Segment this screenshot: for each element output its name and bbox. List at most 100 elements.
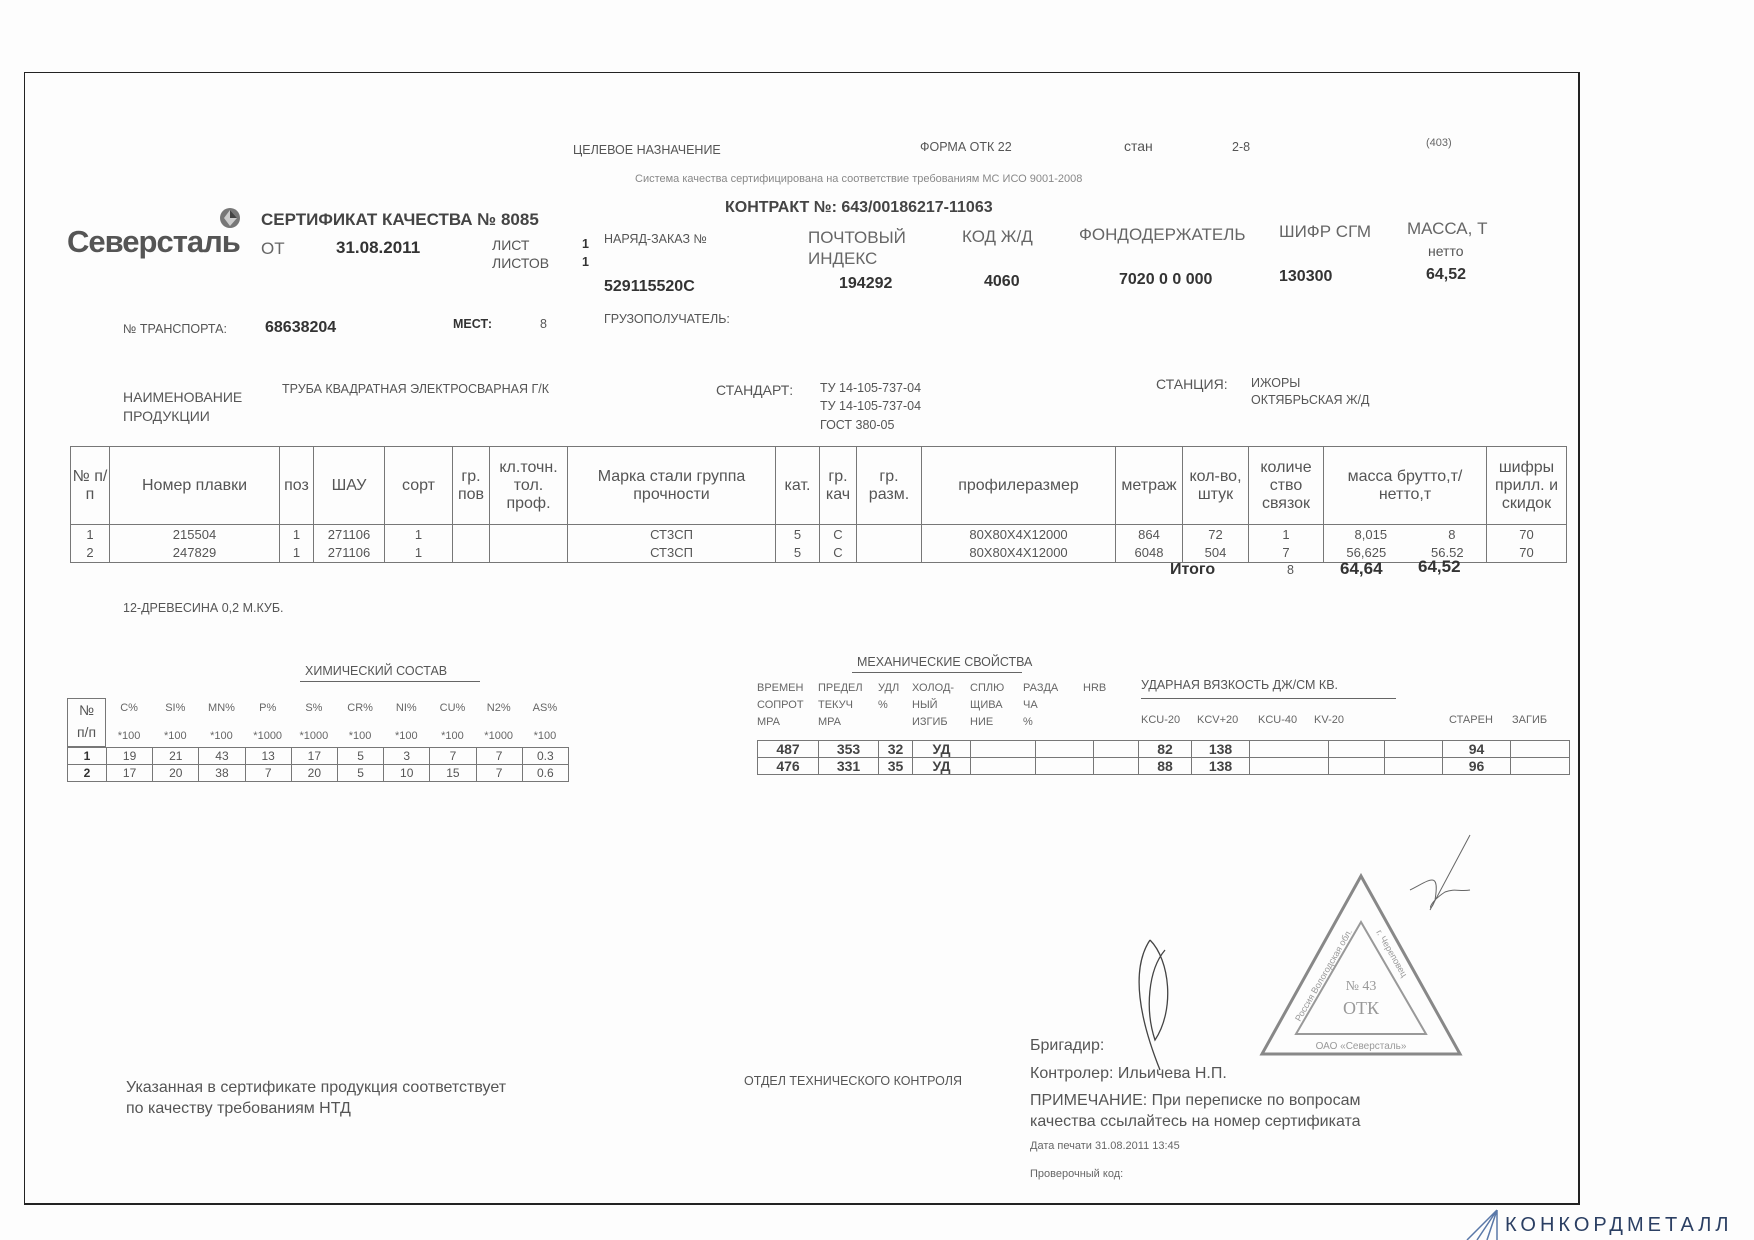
mech-cell [970,757,1036,775]
mech-column-header: СОПРОТ [757,699,804,711]
from-label: ОТ [261,239,285,258]
mech-cell: 353 [818,740,879,758]
mech-cell [1035,740,1094,758]
column-header: гр. разм. [856,446,922,525]
table-cell: 1 [384,543,453,563]
mech-cell [1249,757,1329,775]
mech-cell: 35 [878,757,913,775]
mech-column-header: СПЛЮ [970,682,1005,694]
chem-cell: 3 [383,747,431,765]
standard-2: ТУ 14-105-737-04 [820,399,922,413]
chem-cell: 0.3 [521,747,569,765]
column-header: кол-во, штук [1182,446,1249,525]
chem-element-header: NI% [395,702,417,714]
mech-cell: 88 [1138,757,1192,775]
table-cell: 864 [1115,524,1183,544]
chem-multiplier: *100 [394,730,418,742]
impact-header: KCU-20 KCV+20 KCU-40 KV-20 СТАРЕН ЗАГИБ [1141,714,1561,728]
aged-header: СТАРЕН [1449,714,1493,726]
column-header: метраж [1115,446,1183,525]
chem-cell: 7 [475,764,523,782]
print-date: Дата печати 31.08.2011 13:45 [1030,1140,1180,1152]
approval-signature [1409,834,1471,911]
chem-cell: 2 [67,764,107,782]
mech-column-header: MPA [757,716,781,728]
rail-code-label: КОД Ж/Д [962,227,1033,246]
table-cell [489,543,568,563]
mech-column-header: % [1023,716,1033,728]
chem-multiplier: *100 [441,730,464,742]
mech-cell [1328,757,1385,775]
table-cell: 6048 [1115,543,1183,563]
mass-sub-label: нетто [1428,243,1464,259]
sheet-value: 1 [582,237,589,251]
table-cell: С [819,524,857,544]
table-cell: 72 [1182,524,1249,544]
foreman-label: Бригадир: [1030,1037,1105,1054]
table-cell: 56,625 56.52 [1323,543,1487,563]
table-row: 2 247829 1 271106 1 СТ3СП 5 С 80X80X4X12000 6048 5… [70,543,1567,563]
table-row: 1 215504 1 271106 1 СТ3СП 5 С 80X80X4X12000 864 72… [70,524,1567,544]
table-cell: С [819,543,857,563]
station-2: ОКТЯБРЬСКАЯ Ж/Д [1251,393,1370,407]
postal-label-2: ИНДЕКС [808,249,878,268]
mech-column-header: НИЕ [970,716,994,728]
standard-1: ТУ 14-105-737-04 [820,381,922,395]
chem-cell: 20 [290,764,338,782]
transport-label: № ТРАНСПОРТА: [123,322,227,336]
mech-column-header: ИЗГИБ [912,716,948,728]
places-label: МЕСТ: [453,317,493,331]
table-cell: 2 [70,543,110,563]
table-cell: 7 [1248,543,1324,563]
total-label: Итого [1170,561,1216,578]
mech-row: 487 353 32 УД 82 138 94 [757,740,1570,758]
station-1: ИЖОРЫ [1251,376,1301,390]
mech-cell [1093,740,1139,758]
form-label: ФОРМА ОТК 22 [920,140,1012,154]
mech-title: МЕХАНИЧЕСКИЕ СВОЙСТВА [857,655,1033,669]
mech-cell [1035,757,1094,775]
column-header: Марка стали группа прочности [567,446,776,525]
table-cell: СТ3СП [567,543,776,563]
chem-multiplier: *100 [348,730,372,742]
table-cell: 1 [279,543,314,563]
konkordmetall-watermark: КОНКОРДМЕТАЛЛ [1505,1214,1733,1236]
impact-column-header: KCU-40 [1258,714,1298,726]
table-cell [452,543,490,563]
purpose-label: ЦЕЛЕВОЕ НАЗНАЧЕНИЕ [573,143,721,157]
impact-column-header: KCV+20 [1197,714,1239,726]
holder-label: ФОНДОДЕРЖАТЕЛЬ [1079,225,1246,244]
chem-cell: 17 [290,747,338,765]
column-header: ШАУ [313,446,385,525]
mass-value: 56,625 [1346,545,1387,561]
chem-multiplier: *100 [163,730,187,742]
mass-label: МАССА, Т [1407,219,1488,238]
table-cell: 1 [279,524,314,544]
column-header: масса брутто,т/нетто,т [1323,446,1487,525]
mass-value: 8,015 [1354,526,1388,542]
mech-column-header: НЫЙ [912,699,938,711]
chem-multiplier: *1000 [299,730,329,742]
stamp-number: № 43 [1346,979,1377,994]
column-header: шифры прилл. и скидок [1486,446,1567,525]
mech-column-header: MPA [818,716,842,728]
chem-cell: 21 [152,747,200,765]
document-frame [24,72,1580,1205]
chem-element-header: P% [259,702,277,714]
table-cell: 1 [70,524,110,544]
column-header: № п/п [70,446,110,525]
mech-column-header: ЩИВА [970,699,1003,711]
qc-department: ОТДЕЛ ТЕХНИЧЕСКОГО КОНТРОЛЯ [744,1074,962,1088]
stamp-company: ОАО «Северсталь» [1316,1041,1407,1052]
mech-column-header: ЧА [1023,699,1038,711]
mech-column-header: ВРЕМЕН [757,682,804,694]
impact-title: УДАРНАЯ ВЯЗКОСТЬ ДЖ/СМ КВ. [1141,678,1339,692]
bend-header: ЗАГИБ [1512,714,1548,726]
impact-column-header: KCU-20 [1141,714,1181,726]
chem-element-header: CU% [439,702,466,714]
otk-stamp: № 43 ОТК ОАО «Северсталь» Россия Вологод… [1259,872,1463,1056]
column-header: сорт [384,446,453,525]
mech-cell: 32 [878,740,913,758]
table-cell: 1 [384,524,453,544]
transport-value: 68638204 [265,319,337,336]
